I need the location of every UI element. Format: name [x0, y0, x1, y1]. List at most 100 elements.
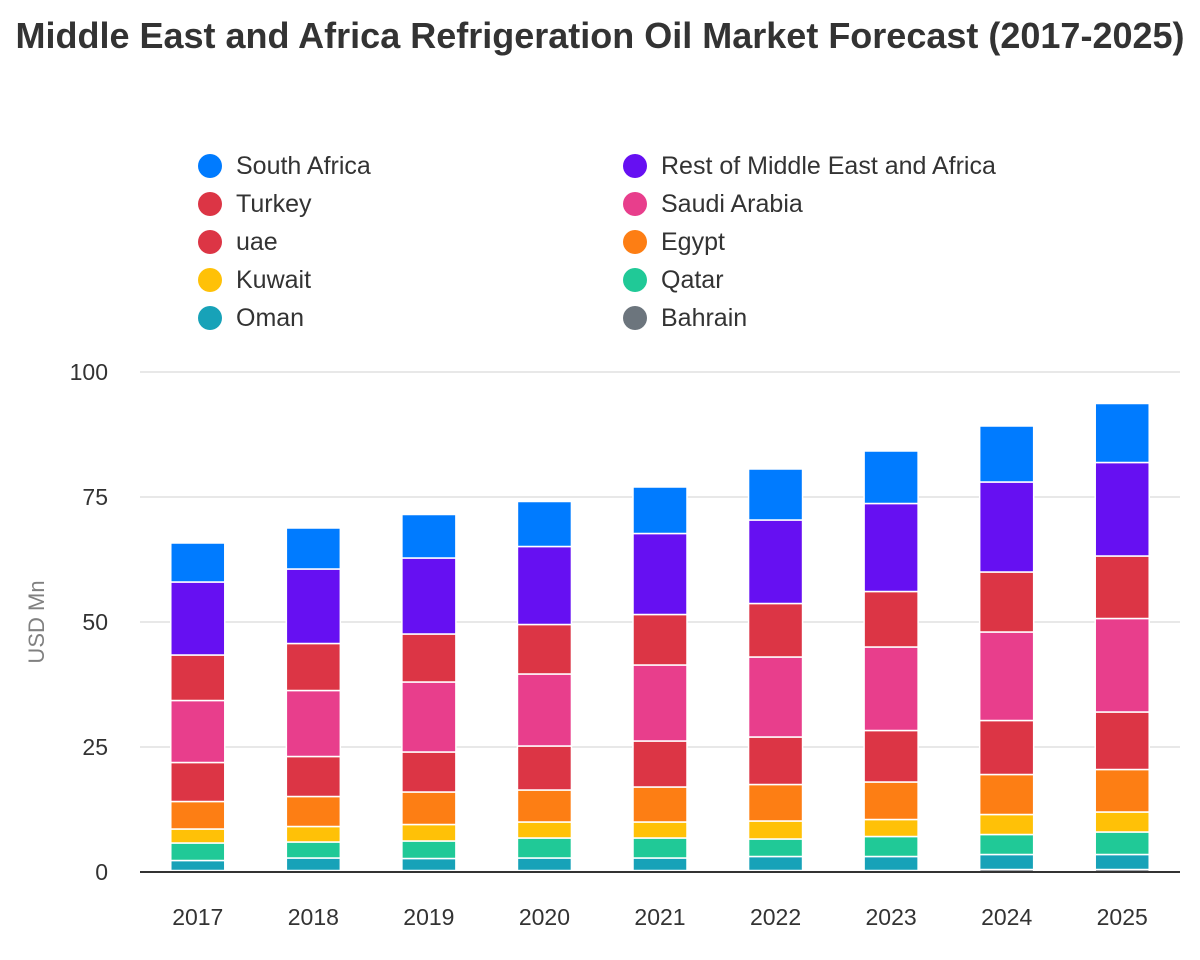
- legend-item[interactable]: Bahrain: [623, 300, 747, 336]
- legend-swatch-icon: [198, 306, 222, 330]
- bar-segment: [516, 545, 573, 626]
- bar-segment: [632, 786, 688, 823]
- legend-swatch-icon: [623, 306, 647, 330]
- bar-segment: [285, 825, 342, 843]
- bar-segment: [170, 542, 226, 583]
- legend-swatch-icon: [198, 268, 222, 292]
- legend-item[interactable]: Egypt: [623, 224, 725, 260]
- chart-title: Middle East and Africa Refrigeration Oil…: [15, 15, 1185, 56]
- bar-segment: [978, 833, 1035, 856]
- bar-stack-2018: [285, 527, 342, 873]
- bar-segment: [170, 828, 226, 844]
- bar-segment: [632, 613, 688, 666]
- bar-segment: [747, 468, 804, 521]
- bar-segment: [747, 820, 804, 840]
- bar-segment: [170, 842, 226, 862]
- bar-segment: [863, 855, 919, 872]
- legend-item[interactable]: uae: [198, 224, 278, 260]
- bar-segment: [401, 633, 457, 683]
- legend-item[interactable]: Turkey: [198, 186, 311, 222]
- x-tick-label: 2017: [172, 904, 223, 930]
- bar-segment: [401, 513, 457, 559]
- legend-label: Qatar: [661, 265, 724, 294]
- bar-segment: [285, 689, 342, 758]
- bar-segment: [978, 853, 1035, 871]
- x-tick-label: 2020: [519, 904, 570, 930]
- bar-segment: [285, 857, 342, 872]
- bar-segment: [632, 837, 688, 859]
- bar-segment: [516, 857, 573, 872]
- legend-item[interactable]: Oman: [198, 300, 304, 336]
- x-tick-label: 2023: [866, 904, 917, 930]
- bar-stack-2019: [401, 513, 457, 873]
- bar-segment: [978, 631, 1035, 722]
- bar-segment: [401, 751, 457, 793]
- bar-segment: [401, 557, 457, 635]
- bar-segment: [863, 729, 919, 783]
- legend-label: uae: [236, 227, 278, 256]
- bar-segment: [285, 755, 342, 798]
- bar-segment: [285, 527, 342, 570]
- legend-item[interactable]: South Africa: [198, 148, 371, 184]
- legend-swatch-icon: [623, 192, 647, 216]
- bar-segment: [1094, 831, 1150, 856]
- legend-label: Rest of Middle East and Africa: [661, 151, 996, 180]
- bar-segment: [1094, 461, 1150, 557]
- bar-stack-2022: [747, 468, 804, 873]
- bar-segment: [170, 654, 226, 702]
- legend-label: Kuwait: [236, 265, 312, 294]
- bar-segment: [401, 840, 457, 860]
- bar-segment: [1094, 711, 1150, 771]
- bar-segment: [863, 835, 919, 858]
- x-tick-label: 2021: [634, 904, 685, 930]
- bar-segment: [1094, 617, 1150, 713]
- legend-label: Saudi Arabia: [661, 189, 803, 218]
- bar-segment: [978, 425, 1035, 483]
- x-tick-label: 2018: [288, 904, 339, 930]
- bar-segment: [747, 519, 804, 605]
- bar-segment: [863, 502, 919, 593]
- bar-segment: [863, 646, 919, 732]
- bar-segment: [516, 500, 573, 548]
- bar-segment: [516, 673, 573, 747]
- bar-segment: [516, 789, 573, 823]
- bar-segment: [170, 761, 226, 803]
- bar-segment: [978, 571, 1035, 633]
- x-tick-label: 2024: [981, 904, 1032, 930]
- x-tick-label: 2025: [1097, 904, 1148, 930]
- legend-swatch-icon: [623, 154, 647, 178]
- bar-segment: [747, 838, 804, 858]
- bar-segment: [1094, 811, 1150, 833]
- legend-item[interactable]: Qatar: [623, 262, 724, 298]
- bar-segment: [747, 855, 804, 872]
- bar-segment: [1094, 402, 1150, 464]
- bar-segment: [401, 791, 457, 826]
- legend-swatch-icon: [623, 230, 647, 254]
- bar-segment: [978, 719, 1035, 776]
- bar-segment: [747, 736, 804, 786]
- bar-segment: [516, 821, 573, 839]
- bar-segment: [401, 857, 457, 872]
- bar-segment: [170, 581, 226, 656]
- bar-segment: [401, 681, 457, 753]
- bar-segment: [632, 486, 688, 535]
- bar-stack-2021: [632, 486, 688, 873]
- bar-segment: [863, 450, 919, 505]
- bar-segment: [516, 837, 573, 859]
- y-tick-label: 50: [82, 609, 108, 635]
- bar-segment: [516, 623, 573, 675]
- legend-swatch-icon: [623, 268, 647, 292]
- legend-item[interactable]: Kuwait: [198, 262, 311, 298]
- bar-segment: [170, 699, 226, 764]
- bar-stack-2024: [978, 425, 1035, 873]
- bar-segment: [285, 795, 342, 828]
- legend-label: Oman: [236, 303, 305, 332]
- legend-label: Egypt: [661, 227, 725, 256]
- bar-segment: [1094, 768, 1150, 813]
- legend-item[interactable]: Saudi Arabia: [623, 186, 803, 222]
- legend-item[interactable]: Rest of Middle East and Africa: [623, 148, 996, 184]
- bar-segment: [1094, 853, 1150, 871]
- bar-segment: [285, 568, 342, 645]
- x-tick-label: 2019: [403, 904, 454, 930]
